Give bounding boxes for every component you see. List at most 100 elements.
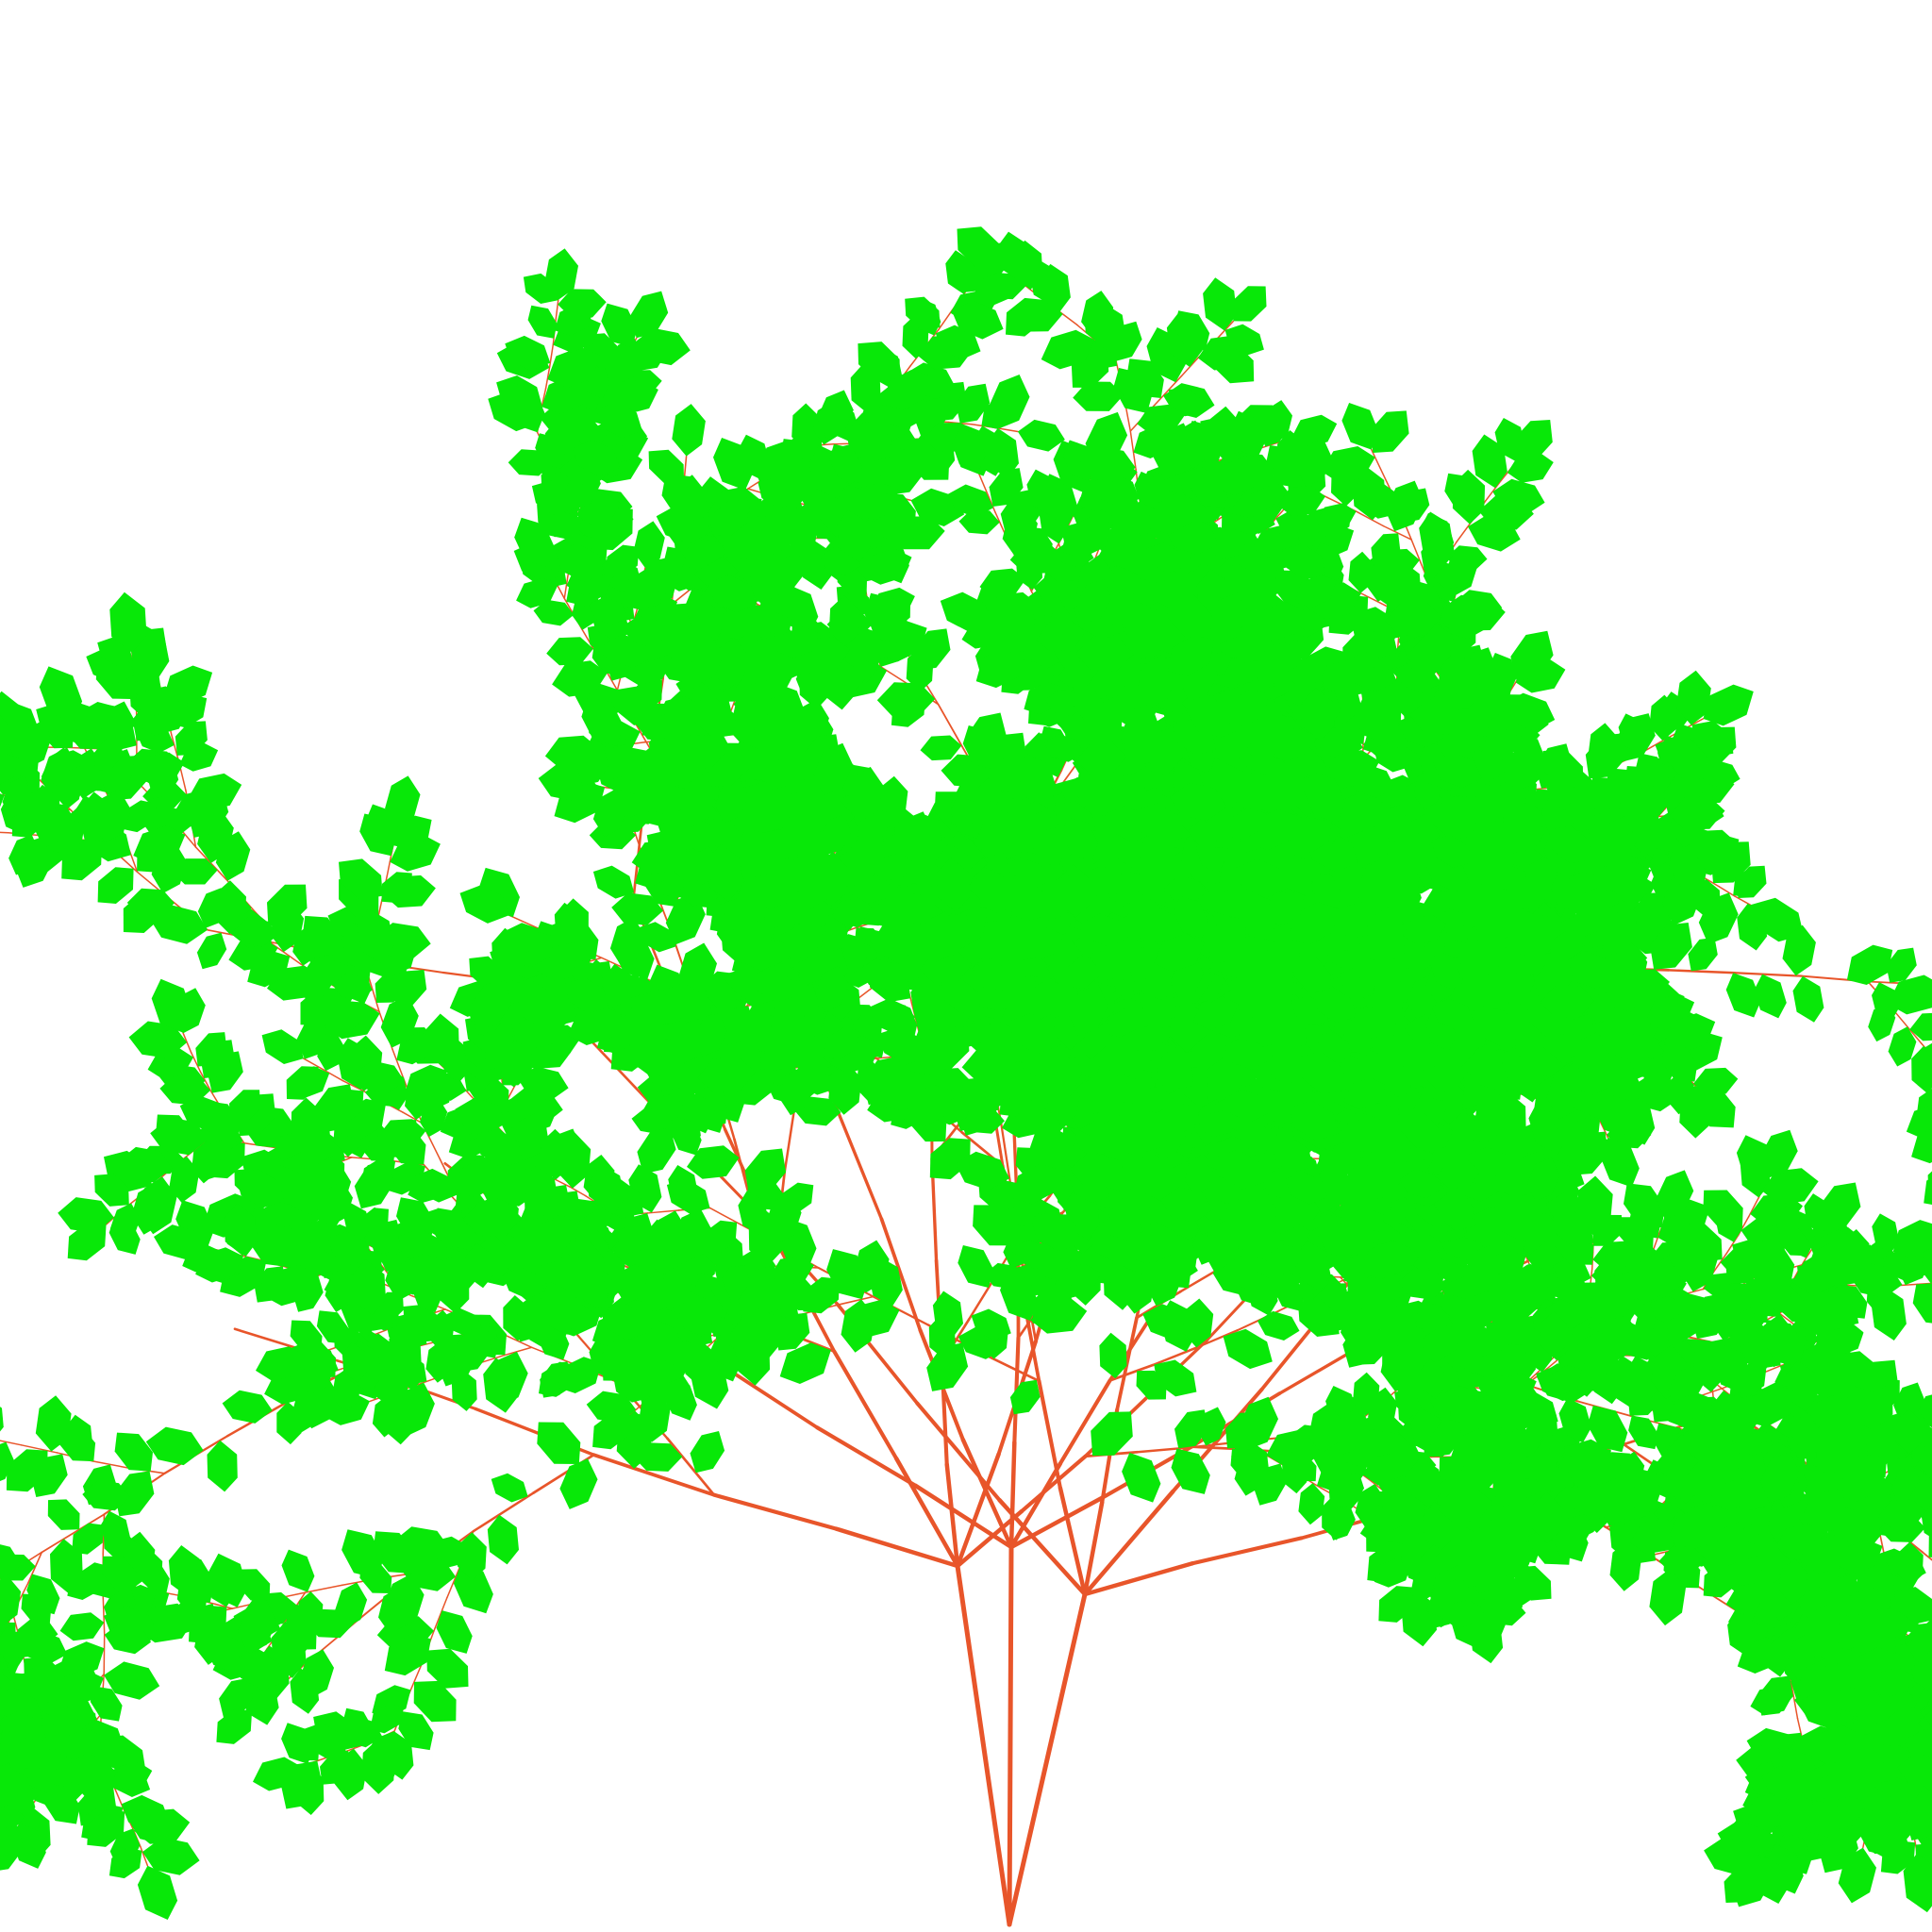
leaf bbox=[491, 927, 525, 982]
leaf bbox=[558, 289, 607, 318]
leaf bbox=[108, 1217, 141, 1255]
leaf bbox=[524, 1166, 558, 1218]
leaf bbox=[926, 1342, 969, 1391]
leaf bbox=[853, 1240, 890, 1293]
leaf bbox=[1009, 1379, 1041, 1415]
leaf bbox=[90, 1686, 123, 1722]
leaf bbox=[168, 1545, 202, 1598]
leaf bbox=[149, 905, 208, 944]
plant-leaves bbox=[0, 226, 1932, 1920]
leaf bbox=[103, 1529, 139, 1563]
leaf bbox=[508, 449, 553, 476]
leaf bbox=[327, 1231, 371, 1265]
leaf bbox=[533, 599, 575, 626]
leaf bbox=[276, 1401, 302, 1445]
leaf bbox=[145, 1426, 204, 1466]
leaf bbox=[137, 833, 175, 873]
leaf bbox=[281, 1723, 314, 1764]
leaf bbox=[532, 991, 575, 1034]
branch bbox=[719, 1363, 819, 1430]
leaf bbox=[194, 1612, 229, 1665]
branch bbox=[341, 1079, 364, 1091]
leaf bbox=[297, 1341, 336, 1378]
leaf bbox=[543, 1128, 582, 1179]
branch bbox=[1082, 1561, 1195, 1597]
branch bbox=[711, 1492, 839, 1531]
leaf bbox=[396, 1197, 435, 1241]
trunk-stem bbox=[1007, 1591, 1088, 1927]
leaf bbox=[286, 1066, 319, 1100]
leaf bbox=[841, 1299, 876, 1353]
leaf bbox=[398, 1228, 448, 1268]
branch bbox=[834, 1295, 874, 1307]
leaf bbox=[0, 1574, 22, 1627]
leaf bbox=[196, 932, 227, 970]
leaf bbox=[572, 440, 621, 476]
leaf bbox=[343, 1203, 371, 1241]
leaf bbox=[559, 1458, 598, 1509]
leaf bbox=[997, 231, 1029, 280]
leaf bbox=[489, 1162, 526, 1202]
branch bbox=[955, 1508, 1024, 1569]
leaf bbox=[541, 375, 591, 414]
branch bbox=[912, 1483, 1014, 1550]
leaf bbox=[11, 1823, 46, 1869]
leaf bbox=[0, 1733, 3, 1746]
leaf bbox=[957, 226, 1001, 268]
trunk-stem bbox=[955, 1563, 1012, 1927]
leaf bbox=[765, 1192, 802, 1244]
leaf bbox=[858, 341, 901, 382]
leaf bbox=[413, 1079, 442, 1116]
leaf bbox=[1174, 310, 1210, 351]
leaf bbox=[602, 1339, 643, 1381]
branch bbox=[294, 1591, 307, 1607]
branch bbox=[1058, 1486, 1088, 1597]
leaf bbox=[779, 1342, 831, 1384]
leaf bbox=[1006, 297, 1044, 337]
leaf bbox=[462, 1201, 523, 1237]
leaf bbox=[590, 1164, 625, 1215]
branch bbox=[1082, 1500, 1105, 1597]
branch bbox=[1382, 525, 1412, 541]
leaf bbox=[302, 915, 342, 957]
leaf bbox=[6, 1449, 48, 1492]
branch bbox=[1058, 1378, 1112, 1466]
trunk-stem bbox=[1007, 1544, 1014, 1927]
branch bbox=[1082, 1489, 1175, 1597]
leaf bbox=[0, 752, 19, 785]
leaf bbox=[197, 888, 229, 928]
branch bbox=[1725, 1234, 1740, 1255]
leaf bbox=[544, 248, 578, 300]
leaf bbox=[666, 1178, 710, 1214]
leaf bbox=[672, 404, 706, 457]
leaf bbox=[142, 1837, 200, 1875]
branch bbox=[1703, 876, 1721, 888]
branch bbox=[190, 1051, 201, 1073]
leaf bbox=[537, 1422, 581, 1464]
leaf bbox=[8, 834, 40, 875]
leaf bbox=[986, 427, 1019, 479]
branch bbox=[1894, 1011, 1923, 1044]
leaf bbox=[97, 867, 134, 904]
leaf bbox=[93, 738, 124, 771]
branch bbox=[553, 1177, 571, 1188]
leaf bbox=[1017, 419, 1065, 452]
leaf bbox=[352, 1259, 386, 1315]
branch bbox=[92, 1460, 130, 1469]
leaf bbox=[459, 885, 509, 924]
leaf bbox=[527, 305, 558, 339]
branch bbox=[0, 1440, 23, 1446]
leaf bbox=[267, 884, 308, 926]
leaf bbox=[554, 902, 580, 944]
leaf bbox=[735, 1327, 771, 1386]
leaf bbox=[634, 327, 691, 366]
leaf bbox=[596, 401, 642, 439]
leaf bbox=[457, 1532, 487, 1581]
leaf bbox=[50, 1539, 83, 1594]
leaf bbox=[76, 702, 114, 735]
leaf bbox=[541, 1297, 574, 1329]
leaf bbox=[952, 427, 986, 473]
leaf bbox=[631, 1108, 673, 1135]
branch bbox=[977, 471, 996, 513]
leaf bbox=[555, 543, 606, 583]
